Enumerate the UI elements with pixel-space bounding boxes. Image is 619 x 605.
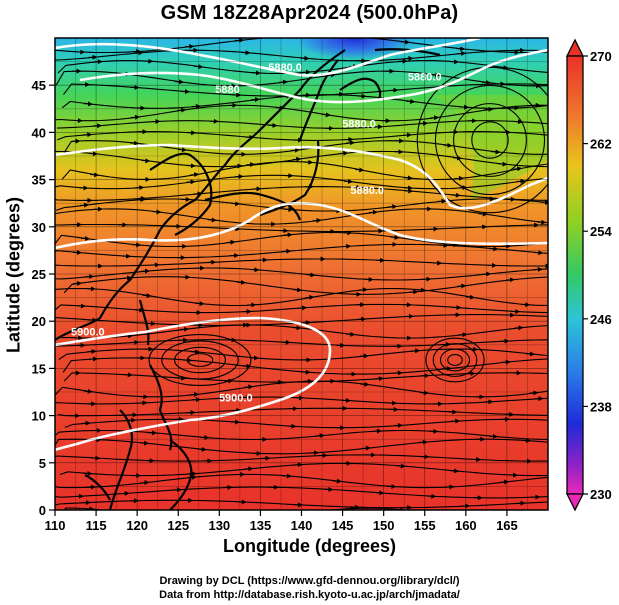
y-tick-label: 25 — [32, 267, 46, 282]
colorbar-label: 254 — [590, 224, 612, 239]
credit-drawing: Drawing by DCL (https://www.gfd-dennou.o… — [159, 575, 460, 587]
y-tick-label: 35 — [32, 173, 46, 188]
contour-label: 5900.0 — [71, 326, 105, 338]
x-tick-label: 125 — [167, 518, 189, 533]
y-tick-label: 15 — [32, 361, 46, 376]
colorbar-label: 246 — [590, 312, 612, 327]
x-tick-label: 145 — [332, 518, 354, 533]
x-axis-ticks: 110 115 120 125 130 135 140 145 150 155 160 165 — [45, 510, 518, 533]
colorbar-label: 262 — [590, 137, 612, 152]
x-tick-label: 135 — [250, 518, 272, 533]
y-tick-label: 45 — [32, 78, 46, 93]
y-tick-label: 10 — [32, 409, 46, 424]
y-tick-label: 40 — [32, 125, 46, 140]
credit-data: Data from http://database.rish.kyoto-u.a… — [159, 589, 460, 601]
x-tick-label: 130 — [208, 518, 230, 533]
grid-lines — [54, 38, 548, 511]
x-tick-label: 115 — [86, 518, 107, 533]
colorbar: 270 262 254 246 238 230 — [565, 38, 612, 512]
x-tick-label: 165 — [496, 518, 518, 533]
contour-label: 5880.0 — [342, 119, 376, 131]
colorbar-label: 238 — [590, 399, 612, 414]
chart-title: GSM 18Z28Apr2024 (500.0hPa) — [160, 2, 459, 24]
y-tick-label: 30 — [32, 220, 46, 235]
contour-label: 5880.0 — [268, 62, 302, 74]
x-tick-label: 160 — [455, 518, 477, 533]
y-axis-ticks: 0 5 10 15 20 25 30 35 40 45 — [32, 78, 55, 518]
contour-label: 5900.0 — [219, 392, 253, 404]
contour-label: 5880.0 — [350, 185, 384, 197]
colorbar-label: 230 — [590, 487, 612, 502]
x-axis-label: Longitude (degrees) — [222, 536, 396, 556]
y-tick-label: 5 — [39, 456, 46, 471]
contour-label: 5880 — [215, 84, 239, 96]
x-tick-label: 110 — [45, 518, 66, 533]
x-tick-label: 150 — [373, 518, 395, 533]
y-tick-label: 20 — [32, 314, 46, 329]
y-tick-label: 0 — [39, 503, 46, 518]
height-contours — [55, 38, 548, 452]
colorbar-label: 270 — [590, 49, 612, 64]
coastline — [55, 48, 441, 510]
x-tick-label: 140 — [291, 518, 313, 533]
x-tick-label: 120 — [126, 518, 148, 533]
x-tick-label: 155 — [414, 518, 436, 533]
